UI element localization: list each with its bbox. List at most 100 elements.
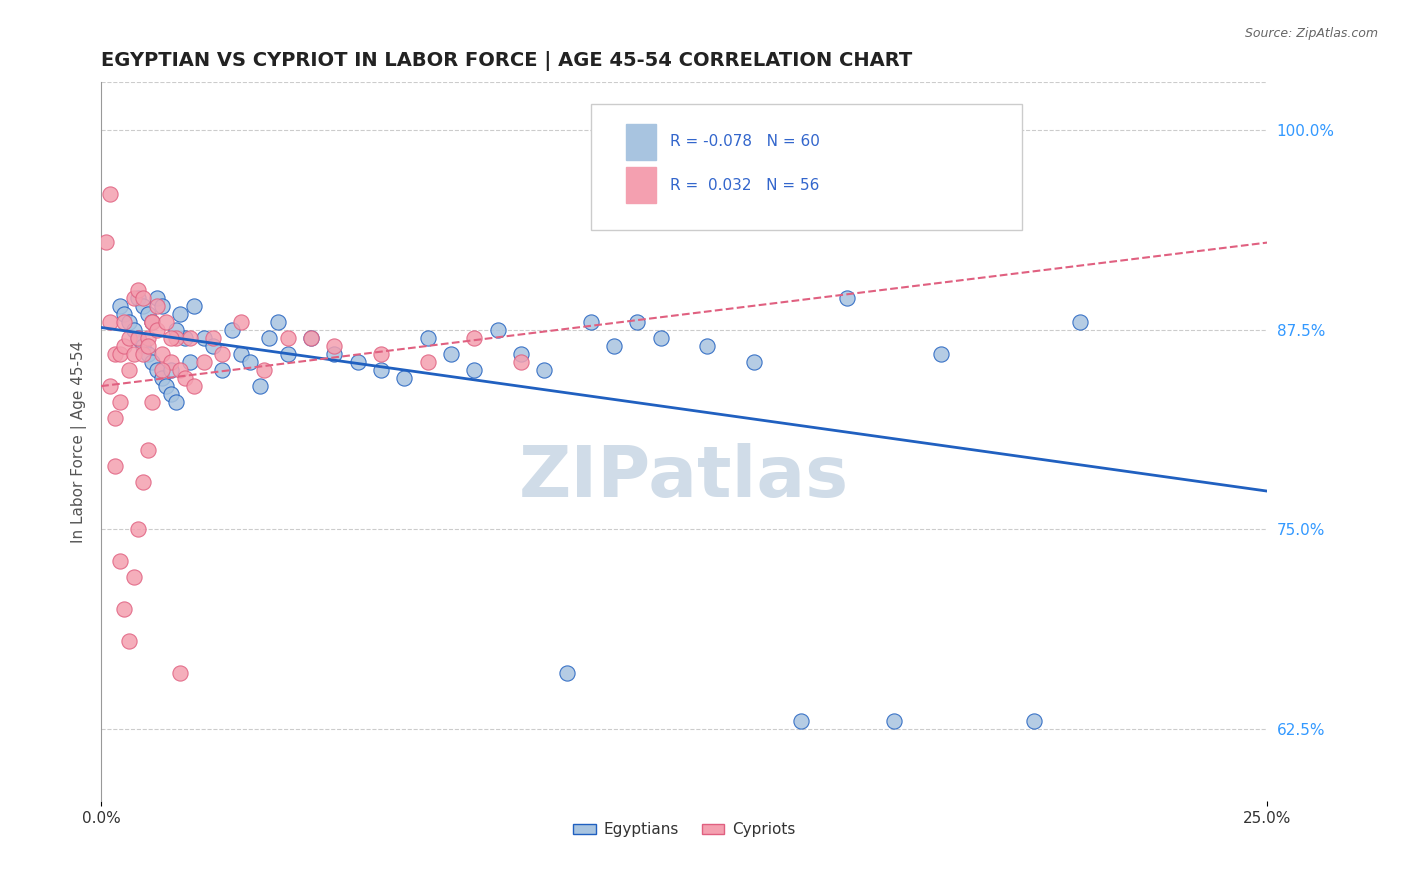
Point	[837, 291, 859, 305]
Point	[883, 171, 905, 186]
Point	[533, 363, 555, 377]
Point	[127, 523, 149, 537]
Point	[100, 378, 122, 392]
Point	[127, 331, 149, 345]
Point	[416, 355, 439, 369]
Point	[132, 299, 155, 313]
Point	[160, 363, 183, 377]
Point	[114, 339, 136, 353]
Point	[108, 347, 131, 361]
Point	[267, 315, 290, 329]
Point	[174, 331, 197, 345]
Point	[183, 378, 205, 392]
Point	[141, 315, 163, 329]
Point	[136, 331, 159, 345]
Point	[626, 315, 648, 329]
Point	[370, 363, 392, 377]
Point	[169, 307, 191, 321]
Point	[104, 410, 127, 425]
Point	[94, 235, 117, 249]
Point	[179, 331, 201, 345]
Point	[169, 363, 191, 377]
Point	[183, 299, 205, 313]
Point	[132, 475, 155, 489]
Legend: Egyptians, Cypriots: Egyptians, Cypriots	[567, 816, 801, 844]
Point	[883, 714, 905, 728]
Point	[211, 347, 233, 361]
Point	[104, 347, 127, 361]
Point	[211, 363, 233, 377]
Point	[146, 291, 169, 305]
Point	[346, 355, 368, 369]
Point	[150, 370, 173, 384]
Point	[100, 315, 122, 329]
Point	[132, 347, 155, 361]
Point	[114, 602, 136, 616]
Point	[169, 666, 191, 681]
Point	[136, 307, 159, 321]
Point	[579, 315, 602, 329]
Point	[108, 394, 131, 409]
Point	[136, 347, 159, 361]
Point	[202, 331, 225, 345]
Point	[141, 315, 163, 329]
Point	[929, 347, 952, 361]
Point	[650, 331, 672, 345]
Point	[160, 386, 183, 401]
Point	[249, 378, 271, 392]
Point	[557, 666, 579, 681]
Point	[193, 331, 215, 345]
Point	[277, 331, 299, 345]
Point	[486, 323, 509, 337]
Point	[299, 331, 322, 345]
Text: R =  0.032   N = 56: R = 0.032 N = 56	[671, 178, 820, 193]
Point	[416, 331, 439, 345]
Point	[179, 355, 201, 369]
Point	[118, 363, 141, 377]
Point	[160, 355, 183, 369]
Y-axis label: In Labor Force | Age 45-54: In Labor Force | Age 45-54	[72, 341, 87, 542]
Point	[127, 331, 149, 345]
Bar	[626, 124, 657, 160]
Point	[114, 315, 136, 329]
Point	[114, 307, 136, 321]
Point	[150, 299, 173, 313]
Point	[127, 291, 149, 305]
Point	[202, 339, 225, 353]
Point	[394, 370, 416, 384]
Point	[150, 363, 173, 377]
Point	[463, 331, 485, 345]
Text: Source: ZipAtlas.com: Source: ZipAtlas.com	[1244, 27, 1378, 40]
Point	[155, 378, 177, 392]
Point	[165, 323, 187, 337]
Point	[440, 347, 463, 361]
Point	[104, 458, 127, 473]
Point	[277, 347, 299, 361]
Point	[146, 299, 169, 313]
Point	[1022, 714, 1045, 728]
Point	[132, 339, 155, 353]
Point	[165, 331, 187, 345]
Point	[108, 299, 131, 313]
Bar	[626, 167, 657, 203]
Point	[789, 714, 811, 728]
Point	[165, 394, 187, 409]
Point	[100, 187, 122, 202]
Point	[174, 370, 197, 384]
Point	[299, 331, 322, 345]
Point	[239, 355, 262, 369]
Point	[1069, 315, 1091, 329]
Point	[603, 339, 626, 353]
Point	[132, 291, 155, 305]
Point	[193, 355, 215, 369]
Point	[160, 331, 183, 345]
Point	[257, 331, 280, 345]
Point	[141, 355, 163, 369]
Point	[118, 315, 141, 329]
Point	[221, 323, 243, 337]
Point	[122, 291, 145, 305]
Point	[463, 363, 485, 377]
Point	[146, 323, 169, 337]
Point	[118, 331, 141, 345]
Point	[253, 363, 276, 377]
